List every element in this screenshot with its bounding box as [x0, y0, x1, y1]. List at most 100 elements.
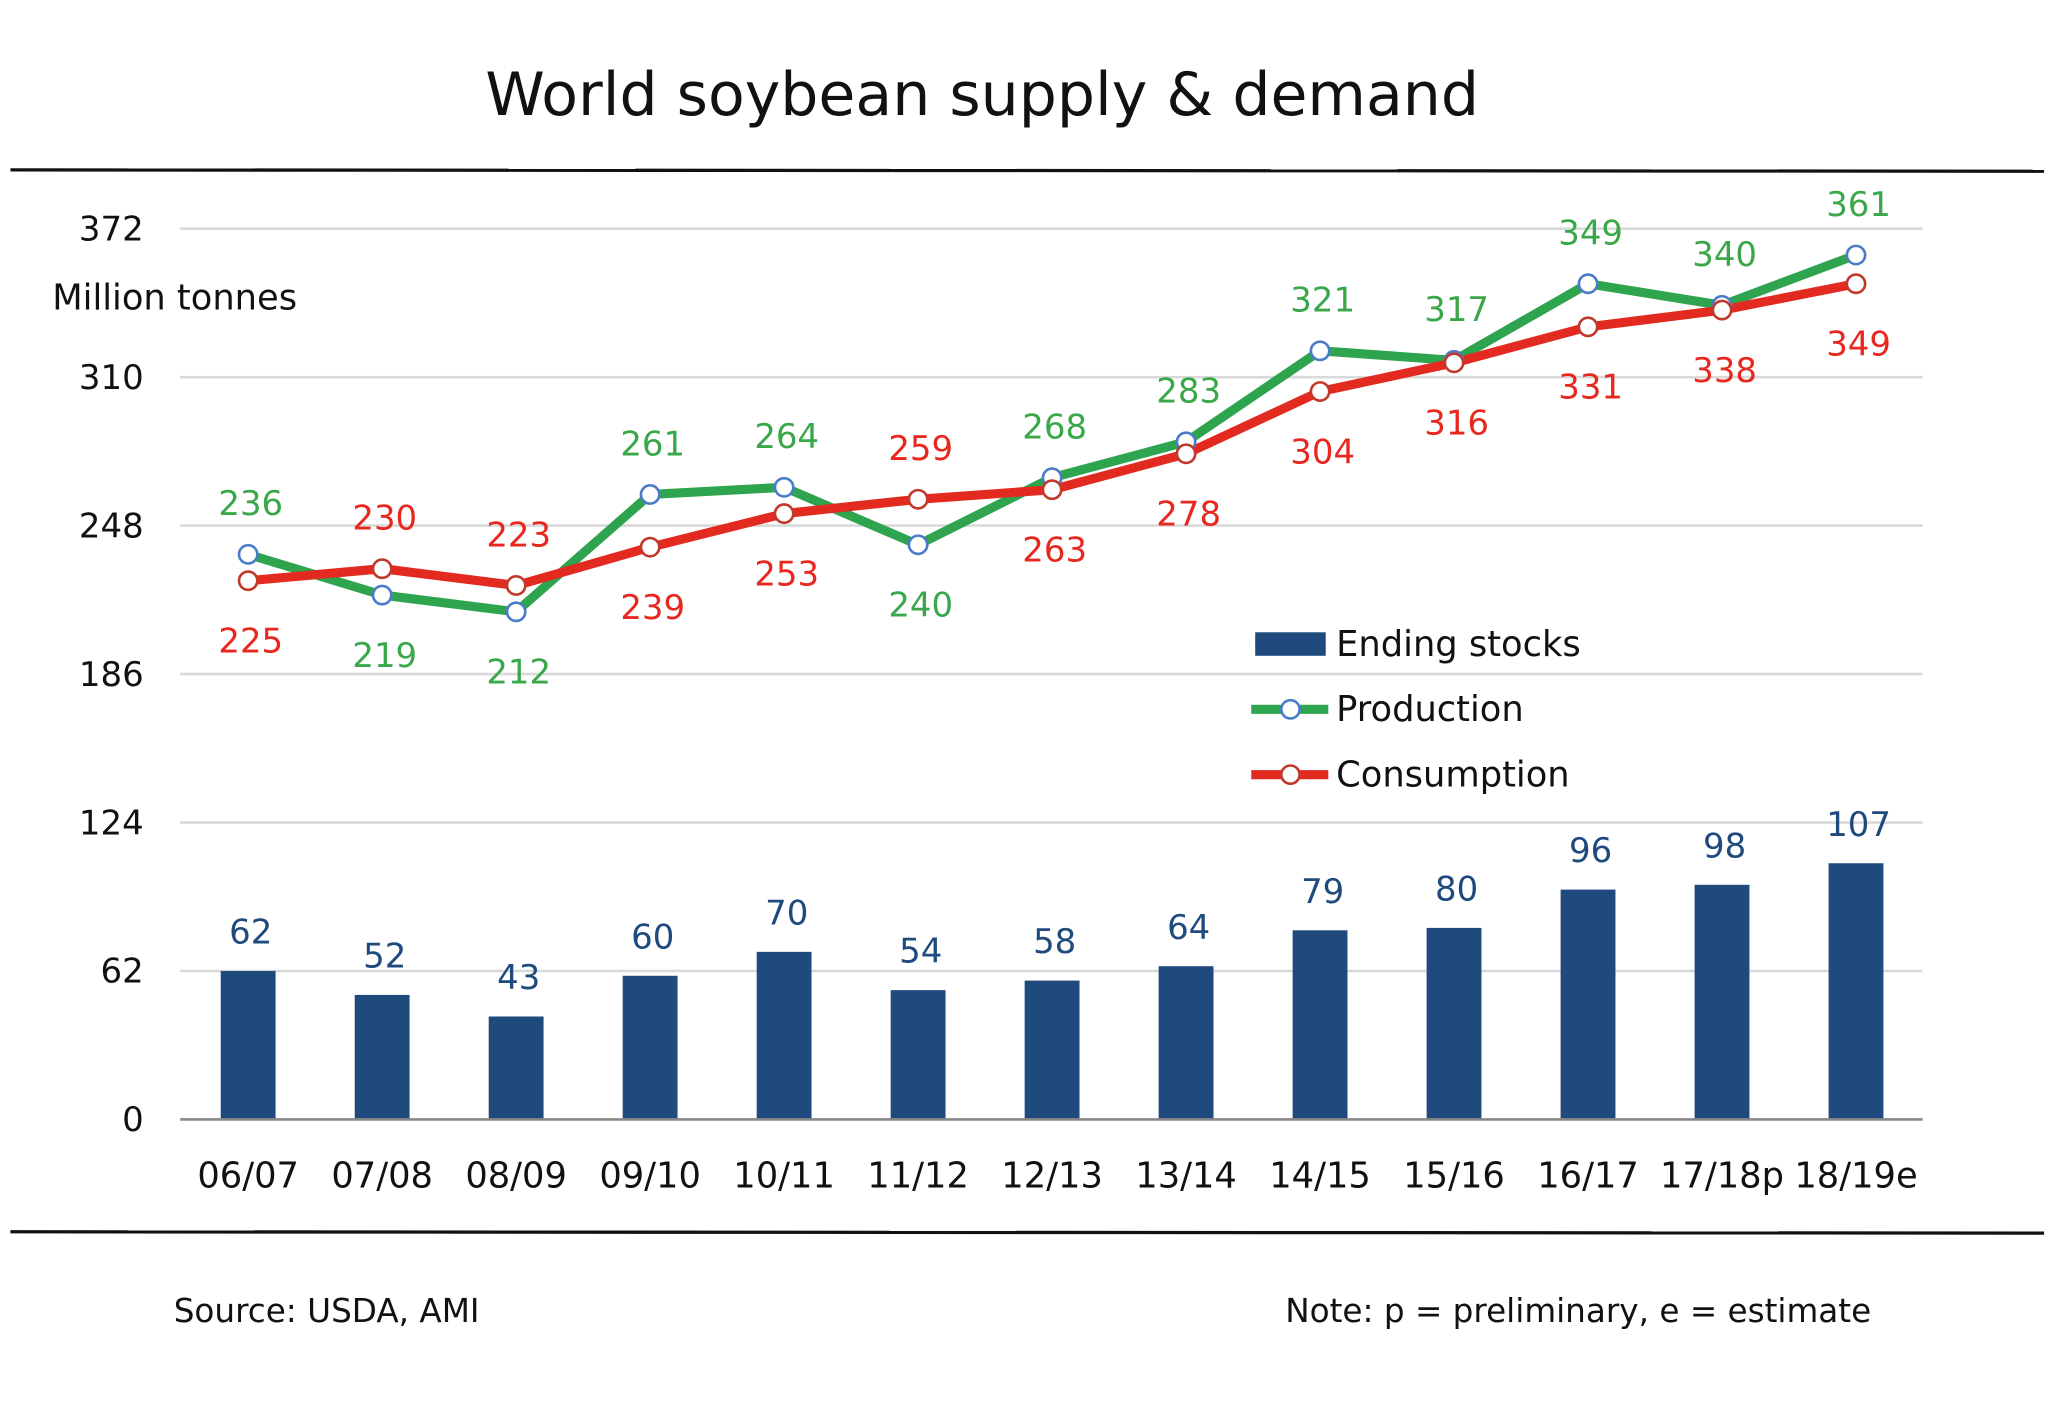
data-label-production: 361	[1826, 185, 1891, 225]
point-production	[237, 543, 259, 565]
data-label-production: 261	[620, 424, 685, 464]
data-label-consumption: 349	[1826, 325, 1891, 365]
bar-series-ending-stocks: 62 52 43 60 70 54 58 64 79 80 96 98 107	[220, 805, 1891, 1120]
line-series: 236 219 212 261 264 240 268 283 321 317 349 340 361 2…	[218, 185, 1891, 693]
x-tick-label: 13/14	[1135, 1155, 1237, 1196]
legend-marker-consumption	[1280, 764, 1301, 786]
point-production	[773, 476, 795, 498]
point-consumption	[1041, 479, 1063, 501]
bar-ending-stocks	[1292, 930, 1348, 1120]
x-tick-label: 06/07	[197, 1155, 299, 1196]
bar-ending-stocks	[1426, 927, 1482, 1120]
x-tick-label: 18/19e	[1794, 1155, 1917, 1196]
legend-label-production: Production	[1336, 689, 1524, 730]
data-label-consumption: 239	[620, 588, 685, 628]
chart-title: World soybean supply & demand	[485, 60, 1479, 130]
bar-ending-stocks	[1560, 889, 1616, 1120]
bar-ending-stocks	[890, 990, 946, 1120]
bar-ending-stocks	[354, 994, 410, 1120]
point-consumption	[773, 503, 795, 525]
bar-ending-stocks	[1828, 863, 1884, 1120]
data-label-consumption: 223	[486, 515, 551, 555]
data-label-production: 264	[754, 417, 819, 457]
y-tick-label: 186	[79, 655, 144, 695]
data-label-consumption: 278	[1156, 495, 1221, 535]
bar-ending-stocks	[220, 970, 276, 1120]
data-label-production: 240	[888, 586, 953, 626]
data-label-ending-stocks: 70	[765, 893, 808, 933]
point-production	[371, 584, 393, 606]
point-consumption	[1443, 352, 1465, 374]
point-consumption	[371, 558, 393, 580]
point-consumption	[1309, 381, 1331, 402]
data-label-ending-stocks: 62	[229, 913, 272, 953]
x-axis-labels: 06/07 07/08 08/09 09/10 10/11 11/12 12/13 13/14…	[197, 1155, 1917, 1196]
bar-ending-stocks	[1694, 884, 1750, 1120]
y-axis-ticks: 0 62 124 186 248 310 372	[79, 209, 144, 1140]
data-label-ending-stocks: 60	[631, 917, 674, 957]
data-label-consumption: 230	[352, 499, 417, 539]
data-label-consumption: 304	[1290, 432, 1355, 472]
data-label-ending-stocks: 79	[1301, 872, 1344, 912]
x-tick-label: 16/17	[1537, 1155, 1639, 1196]
point-consumption	[639, 536, 661, 558]
data-label-ending-stocks: 64	[1167, 908, 1210, 948]
data-label-ending-stocks: 80	[1435, 869, 1478, 909]
data-label-production: 340	[1692, 235, 1757, 275]
x-tick-label: 17/18p	[1660, 1155, 1784, 1196]
legend-label-consumption: Consumption	[1336, 754, 1569, 795]
x-tick-label: 10/11	[733, 1155, 835, 1196]
data-label-production: 268	[1022, 408, 1087, 448]
data-label-consumption: 316	[1424, 404, 1489, 444]
gridlines	[180, 227, 1923, 973]
source-note: Source: USDA, AMI	[174, 1292, 480, 1330]
point-consumption	[1845, 273, 1867, 295]
point-consumption	[237, 570, 259, 592]
x-tick-label: 07/08	[331, 1155, 433, 1196]
data-label-production: 236	[218, 484, 283, 524]
y-axis-label: Million tonnes	[52, 278, 297, 319]
data-label-ending-stocks: 96	[1569, 831, 1612, 871]
point-consumption	[1577, 316, 1599, 338]
data-label-consumption: 263	[1022, 531, 1087, 571]
legend-label-ending-stocks: Ending stocks	[1336, 624, 1581, 665]
bar-ending-stocks	[488, 1016, 544, 1120]
x-tick-label: 14/15	[1269, 1155, 1371, 1196]
data-label-ending-stocks: 58	[1033, 922, 1076, 962]
bar-ending-stocks	[1024, 980, 1080, 1120]
data-label-ending-stocks: 43	[497, 958, 540, 998]
y-tick-label: 310	[79, 358, 144, 398]
x-tick-label: 11/12	[867, 1155, 969, 1196]
point-consumption	[1175, 443, 1197, 465]
x-tick-label: 15/16	[1403, 1155, 1505, 1196]
data-label-consumption: 338	[1692, 351, 1757, 391]
point-consumption	[1711, 299, 1733, 321]
point-consumption	[907, 488, 929, 510]
bar-ending-stocks	[756, 951, 812, 1120]
data-label-ending-stocks: 107	[1826, 805, 1891, 845]
data-label-production: 321	[1290, 281, 1355, 321]
y-tick-label: 62	[100, 952, 143, 992]
point-production	[1577, 273, 1599, 295]
legend-marker-production	[1280, 698, 1301, 720]
point-production	[505, 601, 527, 623]
legend: Ending stocks Production Consumption	[1251, 624, 1581, 795]
data-label-consumption: 253	[754, 554, 819, 594]
data-label-consumption: 259	[888, 429, 953, 469]
data-label-production: 219	[352, 636, 417, 676]
bottom-rule	[10, 1230, 2045, 1235]
bar-ending-stocks	[1158, 966, 1214, 1120]
y-tick-label: 0	[122, 1100, 144, 1140]
data-label-production: 349	[1558, 214, 1623, 254]
point-production	[1309, 340, 1331, 362]
legend-swatch-ending-stocks	[1255, 632, 1326, 656]
data-label-ending-stocks: 54	[899, 932, 942, 972]
y-tick-label: 372	[79, 209, 144, 249]
data-label-ending-stocks: 98	[1703, 826, 1746, 866]
y-tick-label: 124	[79, 803, 144, 843]
y-tick-label: 248	[79, 506, 144, 546]
top-rule	[10, 168, 2045, 173]
point-consumption	[505, 575, 527, 596]
data-label-consumption: 225	[218, 622, 283, 662]
point-production	[639, 484, 661, 505]
